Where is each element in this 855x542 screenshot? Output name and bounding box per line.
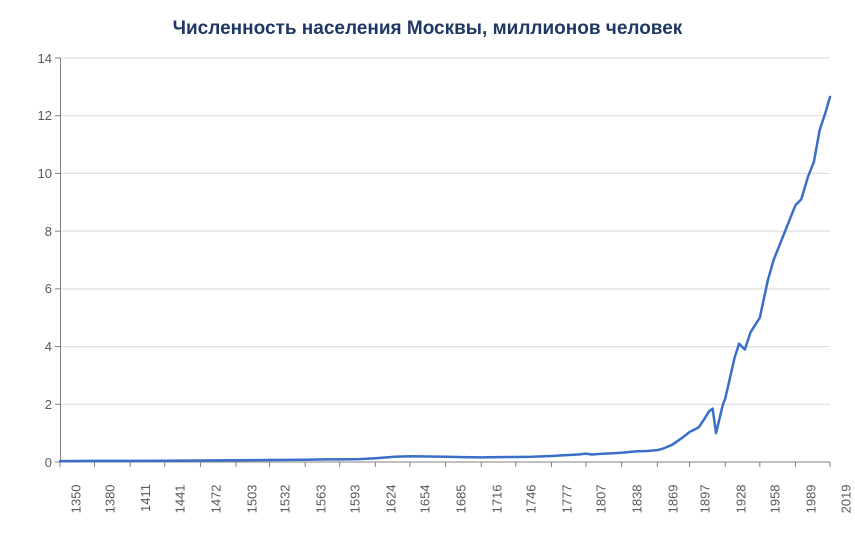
x-tick: 1777 <box>559 484 574 513</box>
x-tick: 1654 <box>418 484 433 513</box>
y-tick: 14 <box>38 51 52 66</box>
x-tick: 2019 <box>838 484 853 513</box>
x-tick: 1411 <box>138 484 153 512</box>
x-tick: 1350 <box>68 484 83 513</box>
y-tick: 0 <box>45 455 52 470</box>
x-tick: 1472 <box>208 484 223 513</box>
x-tick: 1928 <box>733 484 748 513</box>
x-tick: 1624 <box>383 484 398 513</box>
x-tick: 1807 <box>594 484 609 513</box>
x-tick: 1838 <box>630 484 645 513</box>
y-tick: 2 <box>45 397 52 412</box>
y-tick: 6 <box>45 281 52 296</box>
y-tick: 8 <box>45 224 52 239</box>
x-tick: 1989 <box>803 484 818 513</box>
x-tick: 1563 <box>313 484 328 513</box>
x-tick: 1441 <box>173 484 188 513</box>
y-tick: 10 <box>38 166 52 181</box>
x-tick: 1593 <box>348 484 363 513</box>
y-tick: 12 <box>38 108 52 123</box>
x-tick: 1716 <box>489 484 504 513</box>
chart-container: Численность населения Москвы, миллионов … <box>0 0 855 542</box>
x-tick: 1869 <box>665 484 680 513</box>
y-tick: 4 <box>45 339 52 354</box>
chart-plot <box>60 58 830 462</box>
x-tick: 1958 <box>768 484 783 513</box>
x-tick: 1380 <box>102 484 117 513</box>
x-tick: 1503 <box>244 484 259 513</box>
x-tick: 1897 <box>698 484 713 513</box>
x-tick: 1746 <box>524 484 539 513</box>
x-tick: 1532 <box>277 484 292 513</box>
chart-title: Численность населения Москвы, миллионов … <box>0 18 855 40</box>
x-tick: 1685 <box>454 484 469 513</box>
